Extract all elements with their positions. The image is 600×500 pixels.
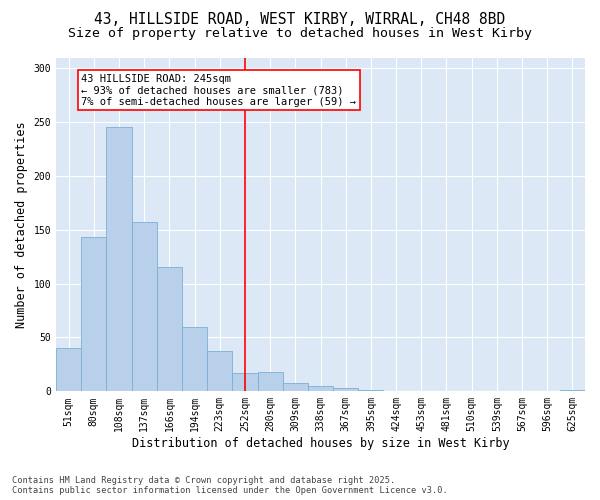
Text: Contains HM Land Registry data © Crown copyright and database right 2025.
Contai: Contains HM Land Registry data © Crown c…: [12, 476, 448, 495]
Bar: [157, 268, 182, 392]
Bar: [182, 326, 207, 392]
Bar: [207, 352, 232, 392]
X-axis label: Distribution of detached houses by size in West Kirby: Distribution of detached houses by size …: [132, 437, 509, 450]
Text: Size of property relative to detached houses in West Kirby: Size of property relative to detached ho…: [68, 28, 532, 40]
Bar: [81, 238, 106, 392]
Bar: [283, 382, 308, 392]
Text: 43 HILLSIDE ROAD: 245sqm
← 93% of detached houses are smaller (783)
7% of semi-d: 43 HILLSIDE ROAD: 245sqm ← 93% of detach…: [81, 74, 356, 107]
Bar: [131, 222, 157, 392]
Bar: [257, 372, 283, 392]
Bar: [308, 386, 333, 392]
Text: 43, HILLSIDE ROAD, WEST KIRBY, WIRRAL, CH48 8BD: 43, HILLSIDE ROAD, WEST KIRBY, WIRRAL, C…: [94, 12, 506, 28]
Bar: [56, 348, 81, 392]
Bar: [358, 390, 383, 392]
Bar: [106, 128, 131, 392]
Bar: [232, 373, 257, 392]
Y-axis label: Number of detached properties: Number of detached properties: [15, 121, 28, 328]
Bar: [560, 390, 585, 392]
Bar: [333, 388, 358, 392]
